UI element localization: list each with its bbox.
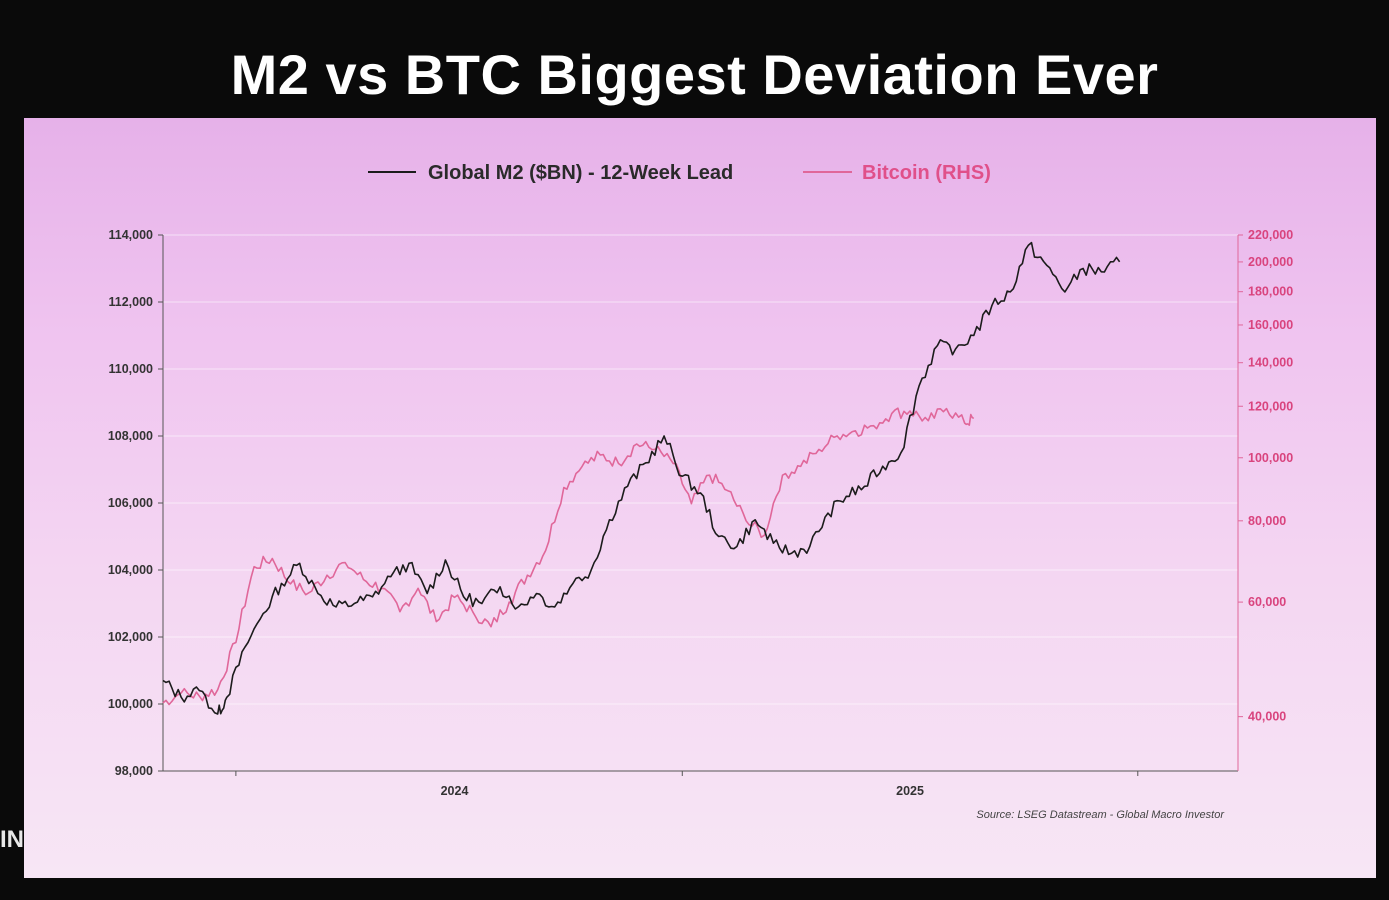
y-left-tick-label: 112,000 [109,295,154,309]
y-right-tick-label: 200,000 [1248,255,1293,269]
y-right-tick-label: 60,000 [1248,595,1286,609]
y-left-tick-label: 98,000 [115,764,153,778]
legend-m2-label: Global M2 ($BN) - 12-Week Lead [428,162,733,184]
legend-btc-label: Bitcoin (RHS) [862,162,991,184]
y-left-tick-label: 102,000 [108,630,153,644]
y-right-tick-label: 140,000 [1248,356,1293,370]
y-right-tick-label: 180,000 [1248,285,1293,299]
y-left-tick-label: 106,000 [108,496,153,510]
y-right-tick-label: 220,000 [1248,228,1293,242]
m2-line [162,241,1121,715]
y-right-tick-label: 80,000 [1248,514,1286,528]
edge-text: IN [0,826,24,853]
y-left-tick-label: 104,000 [108,563,153,577]
source-note: Source: LSEG Datastream - Global Macro I… [976,809,1225,821]
bitcoin-line [162,407,975,706]
y-left-tick-label: 114,000 [109,228,154,242]
axes: 98,000 100,000 102,000 104,000 106,000 108,00… [108,228,1293,798]
y-right-tick-label: 120,000 [1248,399,1293,413]
x-tick-label: 2024 [441,784,469,798]
y-right-tick-label: 160,000 [1248,318,1293,332]
y-right-tick-label: 40,000 [1248,710,1286,724]
bitcoin-series [162,407,975,706]
chart-panel: 98,000 100,000 102,000 104,000 106,000 108,00… [24,118,1376,878]
y-left-tick-label: 110,000 [109,362,154,376]
m2-series [162,241,1121,715]
y-left-tick-label: 108,000 [108,429,153,443]
grid-lines [163,234,1238,772]
slide-title: M2 vs BTC Biggest Deviation Ever [230,43,1159,106]
y-right-tick-label: 100,000 [1248,451,1293,465]
chart-svg: 98,000 100,000 102,000 104,000 106,000 108,00… [108,162,1293,821]
y-left-tick-label: 100,000 [108,697,153,711]
x-tick-label: 2025 [896,784,924,798]
